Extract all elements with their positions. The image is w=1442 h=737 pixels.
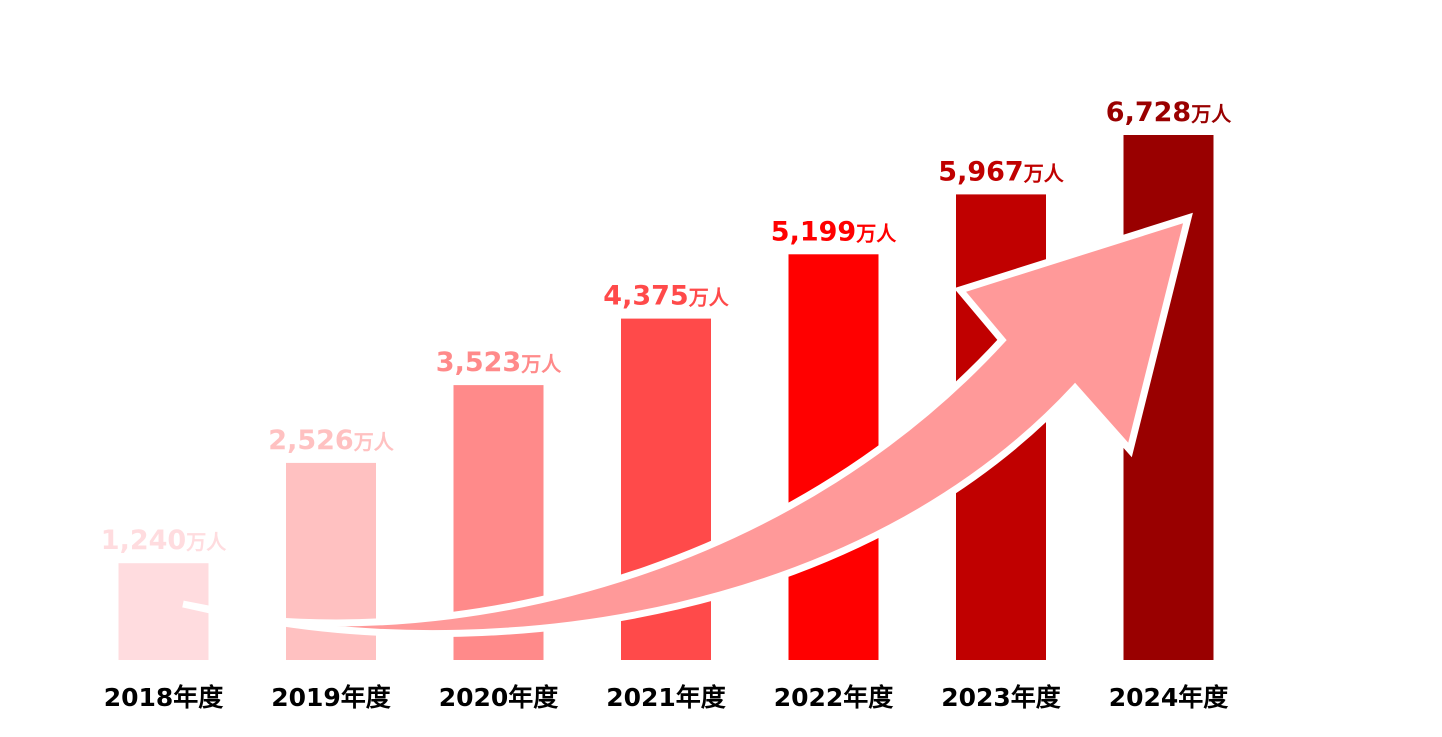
category-label-2021年度: 2021年度 (606, 683, 726, 712)
value-label-2022年度: 5,199万人 (771, 216, 897, 247)
value-number: 6,728 (1106, 97, 1191, 128)
value-unit: 万人 (1023, 161, 1065, 185)
value-number: 5,199 (771, 216, 856, 247)
category-label-2020年度: 2020年度 (439, 683, 559, 712)
value-unit: 万人 (688, 286, 730, 310)
value-label-2021年度: 4,375万人 (603, 281, 729, 312)
value-number: 3,523 (436, 347, 521, 378)
value-label-2020年度: 3,523万人 (436, 347, 562, 378)
category-label-2018年度: 2018年度 (104, 683, 224, 712)
value-labels-group: 1,240万人2,526万人3,523万人4,375万人5,199万人5,967… (101, 97, 1232, 556)
value-unit: 万人 (855, 221, 897, 245)
category-label-2022年度: 2022年度 (774, 683, 894, 712)
category-label-2024年度: 2024年度 (1109, 683, 1229, 712)
value-number: 1,240 (101, 525, 186, 556)
value-number: 2,526 (268, 425, 353, 456)
value-number: 5,967 (938, 156, 1023, 187)
value-label-2024年度: 6,728万人 (1106, 97, 1232, 128)
value-unit: 万人 (1190, 102, 1232, 126)
bar-2018年度 (118, 563, 209, 660)
category-labels-group: 2018年度 2019年度 2020年度 2021年度 2022年度 2023年度 2024… (104, 683, 1229, 712)
value-label-2019年度: 2,526万人 (268, 425, 394, 456)
value-unit: 万人 (353, 430, 395, 454)
value-label-2023年度: 5,967万人 (938, 156, 1064, 187)
value-number: 4,375 (603, 281, 688, 312)
category-label-2023年度: 2023年度 (941, 683, 1061, 712)
value-unit: 万人 (185, 530, 227, 554)
value-label-2018年度: 1,240万人 (101, 525, 227, 556)
category-label-2019年度: 2019年度 (271, 683, 391, 712)
value-unit: 万人 (520, 352, 562, 376)
growth-trend-arrow (182, 212, 1193, 638)
